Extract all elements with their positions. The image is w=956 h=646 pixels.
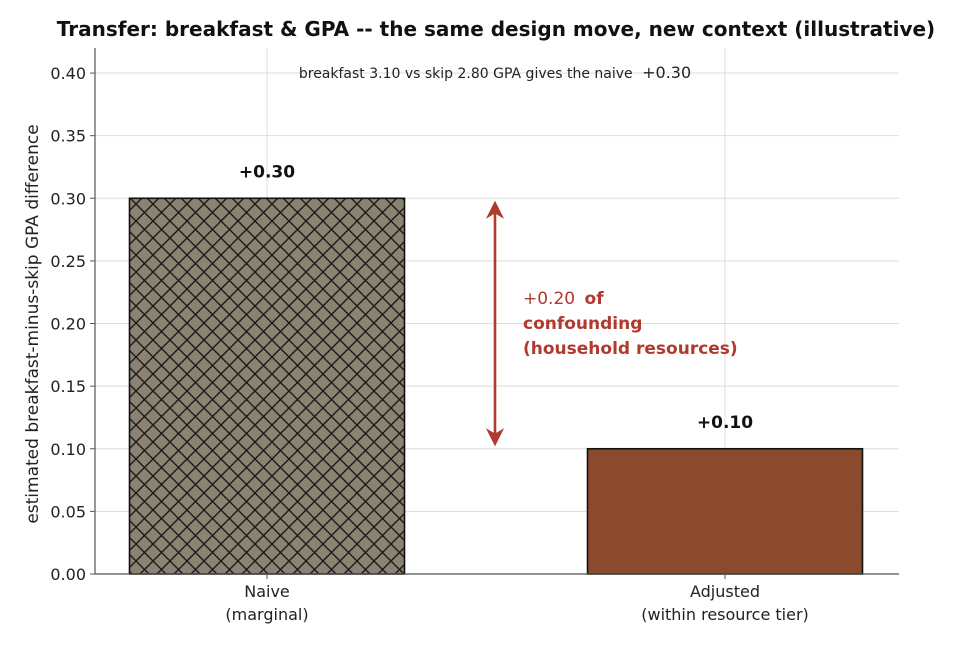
bar-adjusted [586, 447, 864, 575]
confounding-of: of [585, 289, 605, 309]
bars [128, 197, 864, 575]
bar-naive [128, 197, 406, 575]
y-axis-label: estimated breakfast-minus-skip GPA diffe… [23, 124, 43, 523]
y-tick-label: 0.35 [50, 127, 86, 146]
y-tick-label: 0.00 [50, 565, 86, 584]
x-tick-label-line2: (marginal) [225, 605, 308, 624]
top-note-text: breakfast 3.10 vs skip 2.80 GPA gives th… [299, 66, 633, 82]
x-labels: Naive (marginal) Adjusted (within resource … [225, 574, 809, 624]
chart-title: Transfer: breakfast & GPA -- the same de… [57, 17, 935, 41]
y-tick-label: 0.15 [50, 377, 86, 396]
top-note-value: +0.30 [642, 63, 691, 82]
x-tick-label-line2: (within resource tier) [641, 605, 809, 624]
y-tick-label: 0.25 [50, 252, 86, 271]
x-tick-label-line1: Adjusted [690, 582, 760, 601]
y-tick-label: 0.10 [50, 440, 86, 459]
bar-value-labels: +0.30 +0.10 [239, 162, 753, 432]
x-tick-label-line1: Naive [244, 582, 290, 601]
top-note: breakfast 3.10 vs skip 2.80 GPA gives th… [299, 63, 691, 82]
confounding-annotation-line3: (household resources) [523, 339, 738, 359]
confounding-annotation-line2: confounding [523, 314, 642, 334]
y-ticks: 0.00 0.05 0.10 0.15 0.20 0.25 0.30 0.35 0.40 [50, 64, 95, 584]
bar-value-label: +0.10 [697, 413, 753, 433]
confounding-value: +0.20 [523, 289, 575, 309]
y-tick-label: 0.30 [50, 189, 86, 208]
confounding-annotation-line1: +0.20 of [523, 289, 604, 309]
y-tick-label: 0.20 [50, 315, 86, 334]
y-tick-label: 0.40 [50, 64, 86, 83]
bar-value-label: +0.30 [239, 162, 295, 182]
y-tick-label: 0.05 [50, 502, 86, 521]
